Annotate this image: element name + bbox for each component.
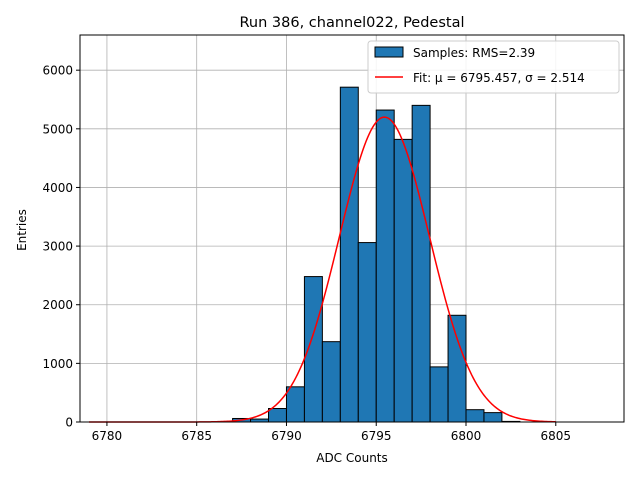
y-tick-label: 3000 <box>42 240 73 254</box>
legend-histogram-swatch <box>374 46 404 58</box>
legend-fit-label: Fit: μ = 6795.457, σ = 2.514 <box>413 71 585 85</box>
x-tick-label: 6780 <box>92 429 123 443</box>
histogram-bar <box>393 138 413 423</box>
axes-frame <box>79 34 625 423</box>
histogram-bars <box>232 86 521 423</box>
histogram-bar <box>285 386 305 423</box>
histogram-bar <box>483 412 503 423</box>
y-tick-label: 0 <box>65 416 73 430</box>
x-tick-label: 6795 <box>361 429 392 443</box>
histogram-bar <box>411 104 431 423</box>
x-axis-label: ADC Counts <box>316 451 388 465</box>
histogram-bar <box>447 314 467 423</box>
axis-ticks: 6780 6785 6790 6795 6800 6805 0 1000 2000 3000 400… <box>42 64 571 443</box>
y-axis-label: Entries <box>15 209 29 251</box>
histogram-bar <box>303 276 323 423</box>
histogram-bar <box>321 341 341 423</box>
legend: Samples: RMS=2.39 Fit: μ = 6795.457, σ =… <box>367 40 620 94</box>
legend-histogram-label: Samples: RMS=2.39 <box>413 46 535 60</box>
chart-title: Run 386, channel022, Pedestal <box>239 15 464 31</box>
histogram-bar <box>339 86 359 423</box>
y-tick-label: 1000 <box>42 357 73 371</box>
y-tick-label: 4000 <box>42 181 73 195</box>
x-tick-label: 6785 <box>181 429 212 443</box>
histogram-bar <box>268 408 287 423</box>
histogram-bar <box>357 242 377 423</box>
x-tick-label: 6805 <box>541 429 572 443</box>
legend-box <box>367 40 620 94</box>
y-tick-label: 5000 <box>42 122 73 136</box>
y-tick-label: 6000 <box>42 64 73 78</box>
x-tick-label: 6790 <box>271 429 302 443</box>
histogram-bar <box>465 409 485 423</box>
histogram-bar <box>429 366 449 423</box>
histogram-bar <box>375 109 395 423</box>
y-tick-label: 2000 <box>42 298 73 312</box>
x-tick-label: 6800 <box>451 429 482 443</box>
